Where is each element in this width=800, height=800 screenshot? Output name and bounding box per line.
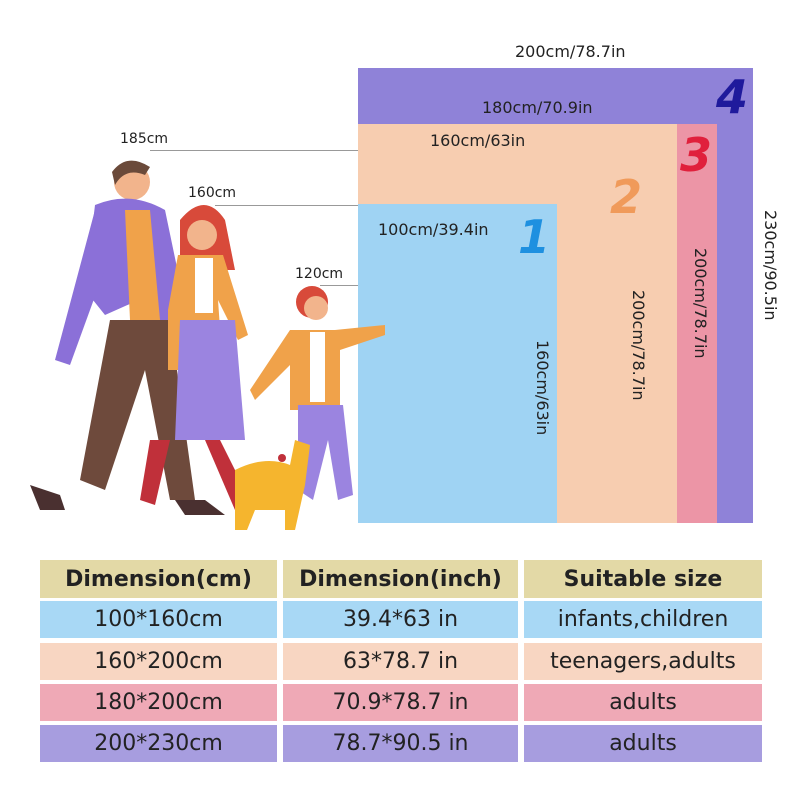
child-figure bbox=[250, 286, 385, 500]
height-label-mother: 160cm bbox=[188, 185, 237, 201]
blanket-size-1 bbox=[358, 204, 557, 523]
size-4-number: 4 bbox=[716, 70, 749, 124]
dog-figure bbox=[235, 440, 310, 530]
table-cell: 180*200cm bbox=[40, 684, 277, 721]
table-cell: 160*200cm bbox=[40, 643, 277, 680]
size-1-number: 1 bbox=[518, 210, 551, 264]
family-illustration bbox=[30, 160, 385, 530]
height-label-father: 185cm bbox=[120, 131, 169, 147]
table-cell: 63*78.7 in bbox=[283, 643, 518, 680]
table-cell: adults bbox=[524, 684, 762, 721]
size-1-width-label: 100cm/39.4in bbox=[378, 220, 489, 239]
size-3-number: 3 bbox=[680, 128, 713, 182]
size-4-width-label: 200cm/78.7in bbox=[515, 42, 626, 61]
table-cell: infants,children bbox=[524, 601, 762, 638]
header-dimension-inch: Dimension(inch) bbox=[283, 560, 518, 598]
size-2-number: 2 bbox=[610, 170, 643, 224]
height-line-child bbox=[320, 285, 358, 286]
size-2-width-label: 160cm/63in bbox=[430, 131, 526, 150]
size-1-height-label: 160cm/63in bbox=[533, 340, 552, 436]
height-line-mother bbox=[215, 205, 358, 206]
table-cell: adults bbox=[524, 725, 762, 762]
table-cell: teenagers,adults bbox=[524, 643, 762, 680]
table-cell: 200*230cm bbox=[40, 725, 277, 762]
size-4-height-label: 230cm/90.5in bbox=[761, 210, 780, 321]
table-cell: 70.9*78.7 in bbox=[283, 684, 518, 721]
size-3-width-label: 180cm/70.9in bbox=[482, 98, 593, 117]
table-cell: 78.7*90.5 in bbox=[283, 725, 518, 762]
table-cell: 39.4*63 in bbox=[283, 601, 518, 638]
height-line-father bbox=[150, 150, 358, 151]
header-suitable-size: Suitable size bbox=[524, 560, 762, 598]
height-label-child: 120cm bbox=[295, 266, 344, 282]
table-cell: 100*160cm bbox=[40, 601, 277, 638]
size-3-height-label: 200cm/78.7in bbox=[691, 248, 710, 359]
header-dimension-cm: Dimension(cm) bbox=[40, 560, 277, 598]
size-2-height-label: 200cm/78.7in bbox=[629, 290, 648, 401]
